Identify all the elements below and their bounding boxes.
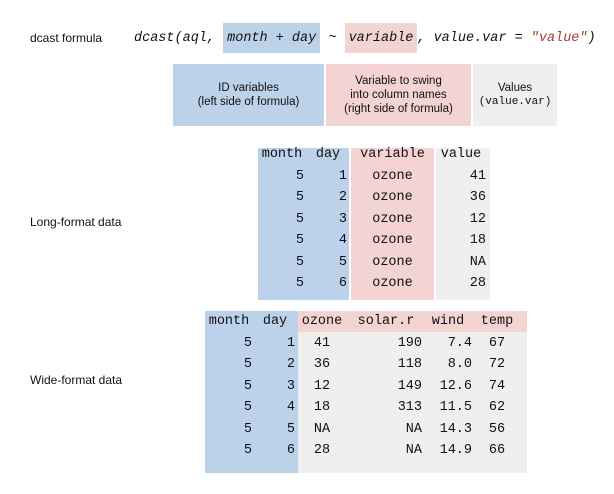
wide-cell: 62 (488, 400, 506, 415)
legend-values: Values (value.var) (473, 64, 557, 126)
wide-cell: NA (405, 421, 422, 437)
wide-cell: 12 (313, 378, 331, 394)
wide-header-wind: wind (431, 314, 465, 329)
legend-val-line2: (value.var) (478, 96, 552, 108)
long-cell: 5 (295, 168, 304, 184)
wide-cell: NA (313, 421, 331, 437)
formula-prefix: dcast(aql, (134, 30, 224, 46)
legend-var-line1: Variable to swing (355, 75, 442, 87)
wide-cell: 5 (243, 421, 252, 437)
long-cell: 41 (469, 168, 486, 184)
wide-cell: NA (405, 443, 422, 458)
legend-val-line1: Values (497, 82, 533, 94)
long-cell: 18 (469, 233, 486, 248)
formula-id-vars: month + day (223, 23, 321, 53)
wide-cell: 4 (286, 400, 295, 415)
wide-cell: 5 (243, 443, 252, 458)
wide-cell: 2 (286, 357, 295, 372)
formula-mid: , value.var = (417, 30, 531, 46)
legend-id-line2: (left side of formula) (197, 96, 300, 108)
long-value-column-bg (436, 148, 490, 300)
long-cell: ozone (372, 254, 413, 270)
wide-cell: 5 (243, 378, 252, 394)
wide-cell: 18 (313, 400, 331, 415)
long-cell: 3 (338, 211, 347, 227)
long-cell: 5 (295, 276, 304, 291)
long-variable-column-bg (351, 148, 434, 300)
long-header-day: day (315, 147, 341, 162)
wide-cell: 1 (286, 335, 295, 351)
wide-header-temp: temp (480, 314, 514, 329)
legend-id-variables: ID variables (left side of formula) (173, 64, 324, 126)
wide-cell: 66 (488, 443, 506, 458)
long-cell: 12 (469, 211, 486, 227)
long-cell: 6 (338, 276, 347, 291)
formula-suffix: ) (587, 30, 596, 46)
wide-cell: 190 (397, 335, 422, 351)
long-cell: ozone (372, 276, 413, 291)
long-cell: 5 (338, 254, 347, 270)
wide-cell: 14.3 (439, 421, 472, 437)
wide-cell: 14.9 (439, 443, 472, 458)
long-format-label: Long-format data (30, 215, 122, 229)
long-header-month: month (261, 147, 303, 162)
formula-tilde: ~ (320, 30, 345, 46)
wide-cell: 8.0 (447, 357, 472, 372)
wide-cell: 5 (286, 421, 295, 437)
wide-cell: 7.4 (447, 335, 472, 351)
wide-values-bg (298, 332, 527, 473)
long-header-value: value (440, 147, 482, 162)
formula-value-string: "value" (530, 30, 588, 46)
wide-header-month: month (208, 314, 250, 329)
wide-cell: 5 (243, 335, 252, 351)
wide-cell: 313 (397, 400, 422, 415)
long-cell: ozone (372, 190, 413, 205)
long-header-variable: variable (360, 147, 425, 162)
wide-header-ozone: ozone (301, 314, 343, 329)
wide-header-solar-r: solar.r (357, 314, 415, 329)
long-id-columns-bg (258, 148, 349, 300)
wide-cell: 149 (397, 378, 422, 394)
wide-header-day: day (262, 314, 288, 329)
long-cell: 5 (295, 190, 304, 205)
wide-cell: 3 (286, 378, 295, 394)
wide-header-variable-bg (298, 311, 527, 332)
wide-cell: 5 (243, 400, 252, 415)
wide-cell: 118 (397, 357, 422, 372)
wide-cell: 41 (313, 335, 331, 351)
long-cell: 5 (295, 211, 304, 227)
wide-cell: 72 (488, 357, 506, 372)
long-cell: 1 (338, 168, 347, 184)
long-cell: ozone (372, 168, 413, 184)
long-cell: ozone (372, 233, 413, 248)
wide-cell: 36 (313, 357, 331, 372)
wide-cell: 11.5 (439, 400, 472, 415)
wide-cell: 6 (286, 443, 295, 458)
long-cell: 28 (469, 276, 486, 291)
long-cell: 5 (295, 233, 304, 248)
legend-swing-variable: Variable to swing into column names (rig… (326, 64, 471, 126)
wide-cell: 67 (488, 335, 506, 351)
legend-var-line3: (right side of formula) (344, 103, 453, 115)
long-cell: 4 (338, 233, 347, 248)
wide-format-label: Wide-format data (30, 373, 123, 387)
long-cell: 36 (469, 190, 486, 205)
wide-cell: 5 (243, 357, 252, 372)
wide-cell: 74 (488, 378, 506, 394)
long-cell: 5 (295, 254, 304, 270)
legend-var-line2: into column names (350, 89, 447, 101)
formula-variable: variable (344, 23, 418, 53)
wide-cell: 12.6 (439, 378, 472, 394)
long-cell: NA (469, 254, 486, 270)
wide-id-columns-bg (205, 311, 298, 473)
formula-label: dcast formula (30, 31, 103, 45)
long-cell: ozone (372, 211, 413, 227)
wide-cell: 28 (313, 443, 331, 458)
wide-cell: 56 (488, 421, 506, 437)
long-cell: 2 (338, 190, 347, 205)
legend-id-line1: ID variables (218, 82, 279, 94)
dcast-formula: dcast(aql, month + day ~ variable , valu… (134, 23, 596, 53)
